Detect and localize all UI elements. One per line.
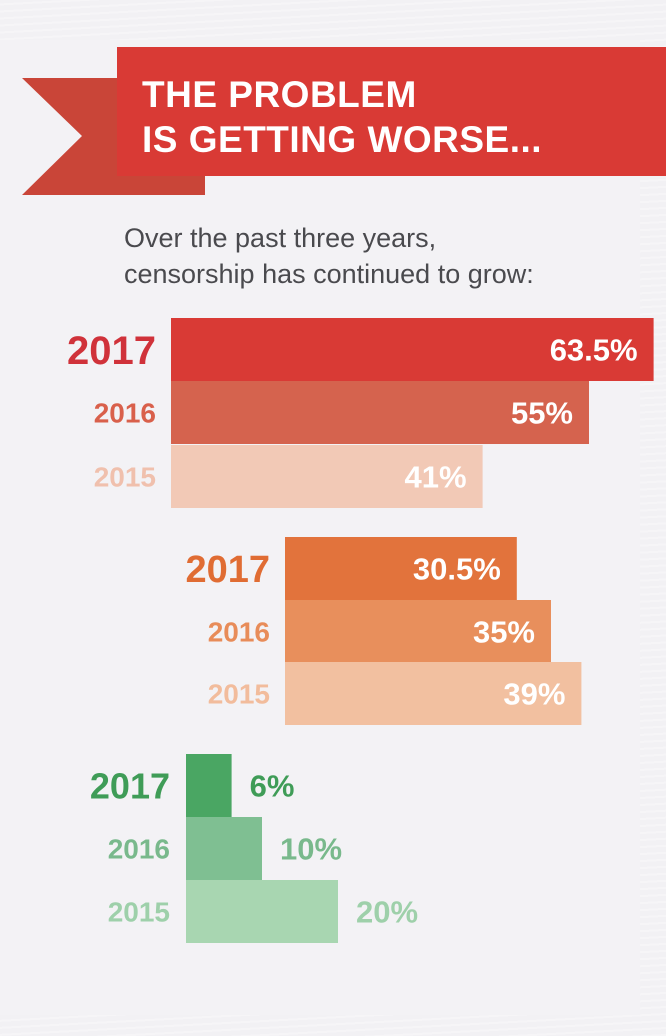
bar-group-1-2016 (171, 381, 589, 444)
page-subtitle: Over the past three years, censorship ha… (124, 223, 534, 289)
bar-group-1-2017 (171, 318, 654, 381)
title-banner (22, 47, 666, 195)
value-label-group-2-2015: 39% (503, 677, 565, 712)
year-label-group-3-2016: 2016 (108, 834, 170, 865)
year-label-group-1-2017: 2017 (67, 329, 156, 373)
value-label-group-3-2017: 6% (250, 769, 295, 804)
year-label-group-1-2015: 2015 (94, 462, 156, 493)
year-label-group-1-2016: 2016 (94, 398, 156, 429)
value-label-group-1-2016: 55% (511, 396, 573, 431)
year-label-group-2-2016: 2016 (208, 617, 270, 648)
bar-group-3-2017 (186, 754, 232, 817)
value-label-group-1-2015: 41% (405, 460, 467, 495)
year-label-group-2-2017: 2017 (185, 549, 270, 591)
background-panel (0, 40, 640, 1015)
value-label-group-2-2017: 30.5% (413, 552, 501, 587)
bar-group-3-2016 (186, 817, 262, 880)
value-label-group-3-2015: 20% (356, 895, 418, 930)
year-label-group-3-2015: 2015 (108, 897, 170, 928)
bar-group-2-2015 (285, 662, 582, 725)
value-label-group-2-2016: 35% (473, 615, 535, 650)
bar-group-3-2015 (186, 880, 338, 943)
value-label-group-3-2016: 10% (280, 832, 342, 867)
page-title: THE PROBLEM IS GETTING WORSE... (142, 74, 543, 160)
year-label-group-3-2017: 2017 (90, 765, 170, 806)
year-label-group-2-2015: 2015 (208, 679, 270, 710)
bar-group-2-2017 (285, 537, 517, 600)
bar-group-1-2015 (171, 445, 483, 508)
bar-group-2-2016 (285, 600, 551, 663)
value-label-group-1-2017: 63.5% (550, 333, 638, 368)
banner-ribbon (117, 47, 666, 176)
